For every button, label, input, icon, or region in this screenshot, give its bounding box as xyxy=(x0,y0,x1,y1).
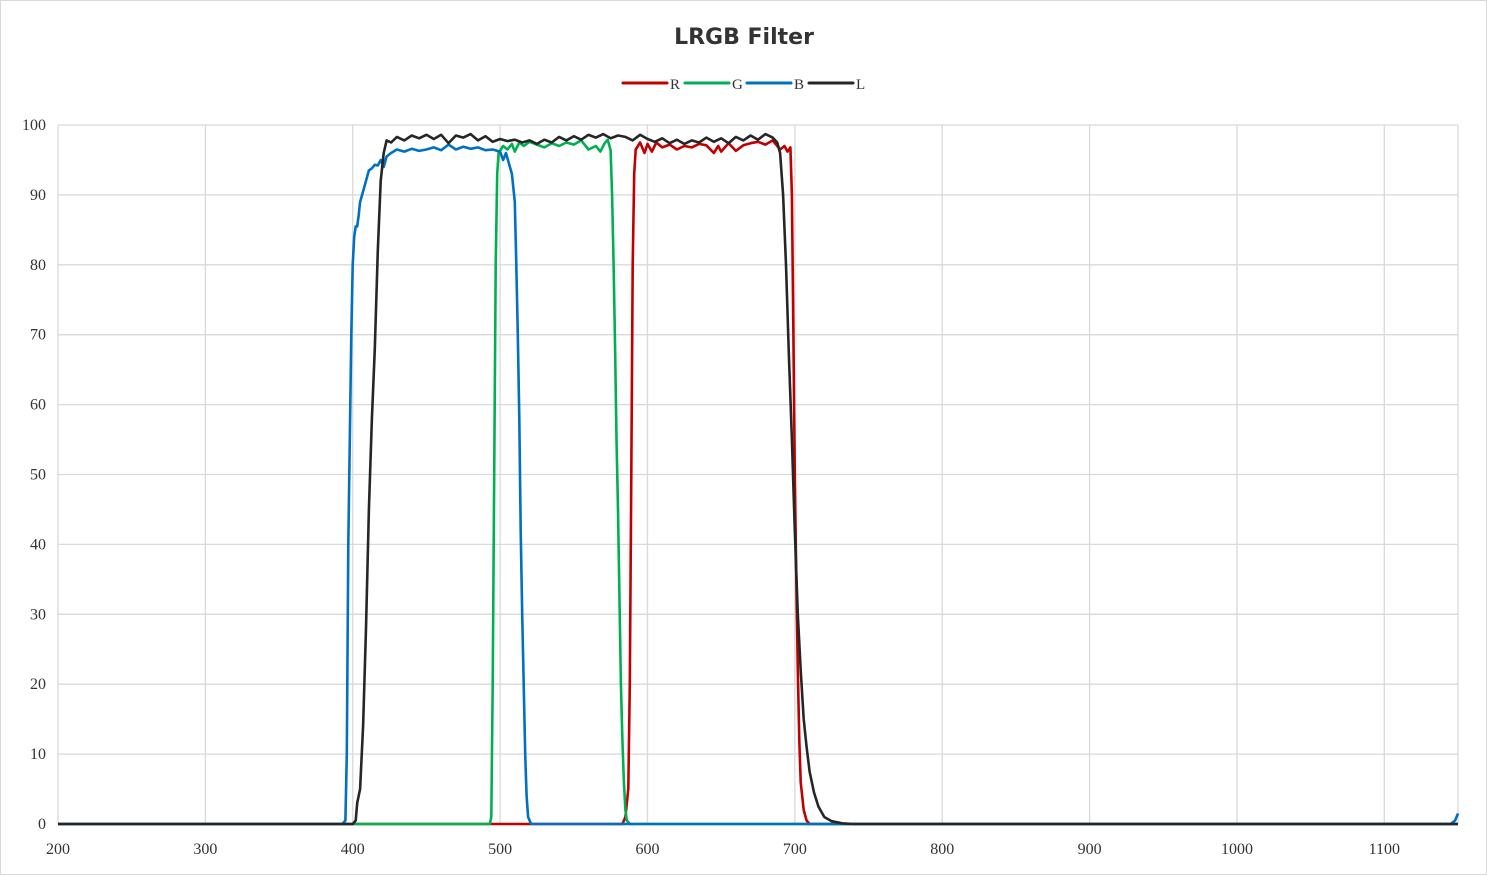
grid xyxy=(57,124,1459,825)
x-tick-label: 200 xyxy=(46,841,70,858)
y-tick-label: 50 xyxy=(30,467,46,484)
legend-label-R: R xyxy=(670,77,680,93)
y-tick-label: 100 xyxy=(22,117,46,134)
y-tick-label: 10 xyxy=(30,746,46,763)
x-tick-label: 900 xyxy=(1078,841,1102,858)
legend-label-G: G xyxy=(732,77,743,93)
series-line-B xyxy=(58,143,1460,826)
series-lines xyxy=(58,132,1460,826)
y-tick-label: 70 xyxy=(30,327,46,344)
y-tick-label: 90 xyxy=(30,187,46,204)
y-tick-label: 30 xyxy=(30,606,46,623)
y-axis-ticks: 0 10 20 30 40 50 60 70 80 90 100 xyxy=(22,117,46,833)
x-tick-label: 300 xyxy=(193,841,217,858)
x-tick-label: 1000 xyxy=(1221,841,1253,858)
x-tick-label: 700 xyxy=(783,841,807,858)
x-tick-label: 1100 xyxy=(1369,841,1400,858)
x-tick-label: 500 xyxy=(488,841,512,858)
y-tick-label: 40 xyxy=(30,536,46,553)
legend-label-B: B xyxy=(794,77,804,93)
y-tick-label: 0 xyxy=(38,816,46,833)
y-tick-label: 60 xyxy=(30,397,46,414)
x-tick-label: 400 xyxy=(341,841,365,858)
series-line-L xyxy=(58,132,1458,826)
x-tick-label: 600 xyxy=(635,841,659,858)
x-axis-ticks: 200 300 400 500 600 700 800 900 1000 1100 xyxy=(46,841,1400,858)
series-line-R xyxy=(58,139,1458,826)
y-tick-label: 20 xyxy=(30,676,46,693)
series-line-G xyxy=(58,138,1458,826)
x-tick-label: 800 xyxy=(930,841,954,858)
chart-title: LRGB Filter xyxy=(674,25,814,50)
legend-label-L: L xyxy=(856,77,865,93)
y-tick-label: 80 xyxy=(30,257,46,274)
